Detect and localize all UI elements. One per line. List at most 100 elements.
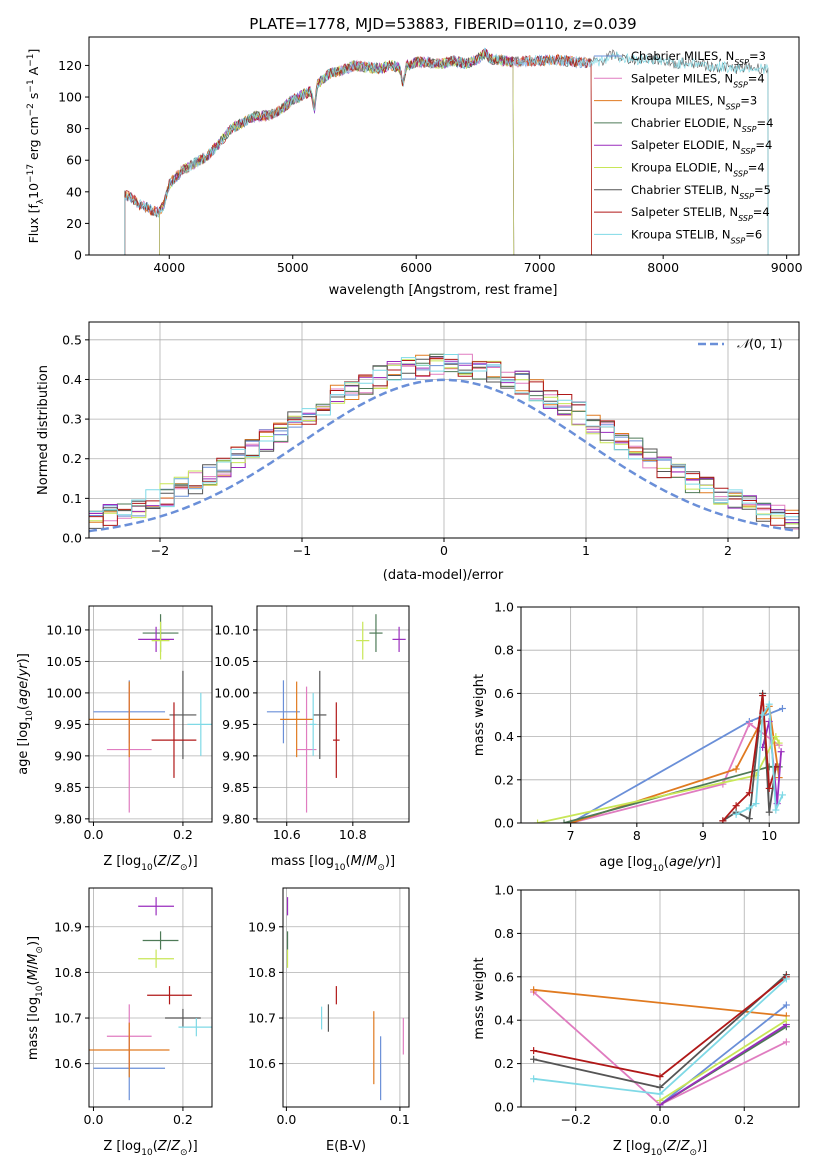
y-tick-label: 0.8 <box>494 643 514 658</box>
legend-text: Chabrier MILES, N <box>631 49 734 63</box>
plot-area <box>124 47 769 255</box>
weight-line-kroupa_elodie <box>659 1019 787 1102</box>
label-part: ⊙ <box>180 863 188 873</box>
label-part: age <box>16 681 31 705</box>
spectrum-line-7 <box>124 48 592 255</box>
y-tick-label: 9.90 <box>54 748 82 763</box>
label-part: Z [log <box>103 854 141 869</box>
legend-label: Chabrier MILES, NSSP=3 <box>631 49 766 67</box>
label-part: / <box>362 854 367 869</box>
label-part: −1 <box>26 79 36 92</box>
label-part: ⊙ <box>689 1148 697 1158</box>
x-tick-label: 9 <box>699 828 707 843</box>
x-tick-label: 10.6 <box>273 827 301 842</box>
x-tick-label: 1 <box>582 543 590 558</box>
label-part: yr <box>697 855 713 870</box>
legend-text: =4 <box>748 161 765 175</box>
legend-label: Salpeter ELODIE, NSSP=4 <box>631 138 772 156</box>
errorbar-kroupa_miles <box>280 681 314 758</box>
label-part: )] <box>385 854 395 869</box>
x-tick-label: 6000 <box>400 260 432 275</box>
label-part: ( <box>662 1139 667 1154</box>
y-tick-label: 60 <box>66 153 82 168</box>
label-part: ( <box>153 854 158 869</box>
legend-text: =6 <box>745 227 762 241</box>
errorbar-salpeter_stelib <box>151 702 197 778</box>
x-axis-label: wavelength [Angstrom, rest frame] <box>329 283 558 298</box>
x-tick-label: 7000 <box>524 260 556 275</box>
y-tick-label: 9.80 <box>222 811 250 826</box>
spectrum-line-0 <box>124 48 592 255</box>
y-tick-label: 10.7 <box>54 1011 82 1026</box>
label-part: 10 <box>652 864 664 874</box>
label-part: yr <box>16 662 31 678</box>
label-part: )] <box>26 936 41 946</box>
label-part: 10 <box>651 1148 663 1158</box>
y-tick-label: 0 <box>74 248 82 263</box>
label-part: −2 <box>26 103 36 116</box>
legend-text: =4 <box>755 138 772 152</box>
errorbar-kroupa_elodie <box>151 621 170 660</box>
x-tick-label: 7 <box>567 828 575 843</box>
label-part: ( <box>16 705 31 710</box>
x-axis-label: age [log10(age/yr)] <box>599 855 721 874</box>
label-part: 10 <box>25 710 35 722</box>
y-tick-label: 0.6 <box>494 969 514 984</box>
y-tick-label: 0.5 <box>62 332 82 347</box>
x-axis-label: Z [log10(Z/Z⊙)] <box>103 1139 197 1158</box>
label-part: age [log <box>599 855 652 870</box>
figure-title: PLATE=1778, MJD=53883, FIBERID=0110, z=0… <box>249 15 636 33</box>
y-tick-label: 10.8 <box>248 965 276 980</box>
chart-mass_vs_Z: 0.0 0.210.610.710.810.9Z [log10(Z/Z⊙)]mas… <box>26 887 213 1158</box>
spectrum-line-5 <box>159 51 515 255</box>
legend-label: 𝒩(0, 1) <box>737 336 783 351</box>
x-tick-label: 10 <box>761 828 777 843</box>
chart-mass_vs_ebv: 0.0 0.1 10.6 10.7 10.8 10.9 E(B-V) <box>248 887 410 1154</box>
y-tick-label: 10.6 <box>248 1056 276 1071</box>
y-axis-label: Flux [fλ10−17 erg cm−2 s−1 A−1] <box>26 49 46 244</box>
errorbar-kroupa_elodie <box>356 621 370 660</box>
x-axis-label: Z [log10(Z/Z⊙)] <box>613 1139 707 1158</box>
label-part: mass [log <box>271 854 334 869</box>
y-tick-label: 0.8 <box>494 926 514 941</box>
y-tick-label: 10.9 <box>54 919 82 934</box>
label-part: )] <box>16 653 31 663</box>
errorbar-kroupa_stelib <box>178 1018 212 1037</box>
label-part: s <box>26 93 41 104</box>
plot-area <box>530 971 790 1107</box>
y-tick-label: 1.0 <box>494 600 514 615</box>
y-tick-label: 0.2 <box>494 772 514 787</box>
y-axis-label: mass [log10(M/M⊙)] <box>26 936 45 1060</box>
label-part: −17 <box>26 164 36 183</box>
label-part: A <box>26 66 41 79</box>
y-tick-label: 40 <box>66 184 82 199</box>
weight-line-salpeter_elodie <box>659 1023 787 1106</box>
errorbar-kroupa_stelib <box>187 692 212 756</box>
legend-sub: SSP <box>731 236 746 245</box>
y-axis-label: age [log10(age/yr)] <box>16 653 35 775</box>
y-axis-label: mass weight <box>472 957 487 1039</box>
label-part: Z <box>170 854 181 869</box>
y-axis-label: mass weight <box>472 674 487 756</box>
x-tick-label: 0.2 <box>734 1112 754 1127</box>
y-tick-label: 9.95 <box>222 717 250 732</box>
legend-text: =5 <box>754 183 771 197</box>
legend-text: =3 <box>740 94 757 108</box>
label-part: Z [log <box>103 1139 141 1154</box>
legend-text: Chabrier ELODIE, N <box>631 116 742 130</box>
y-tick-label: 9.90 <box>222 748 250 763</box>
x-axis-label: mass [log10(M/M⊙)] <box>271 854 395 873</box>
legend-text: Kroupa ELODIE, N <box>631 161 733 175</box>
x-tick-label: 0.1 <box>390 1112 410 1127</box>
label-part: erg cm <box>26 116 41 164</box>
histogram-chabrier_miles <box>89 362 799 521</box>
y-tick-label: 0.2 <box>494 1056 514 1071</box>
y-tick-label: 0.0 <box>494 816 514 831</box>
axes-frame <box>520 606 800 824</box>
legend-text: =3 <box>749 49 766 63</box>
y-tick-label: 20 <box>66 216 82 231</box>
y-tick-label: 100 <box>58 90 82 105</box>
axes-frame <box>88 36 800 256</box>
